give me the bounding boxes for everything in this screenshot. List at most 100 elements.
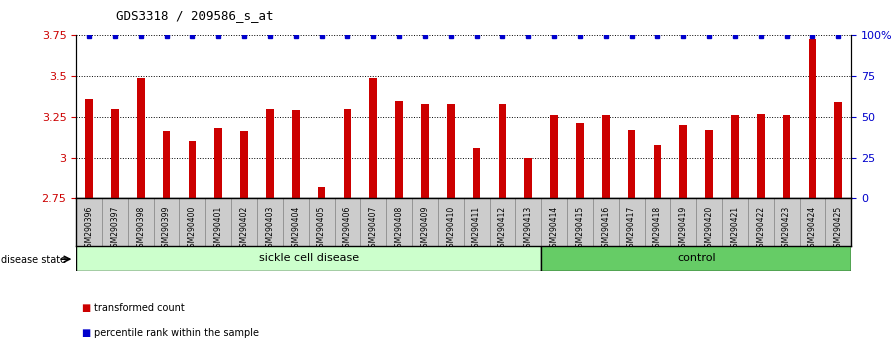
Bar [808,39,816,198]
Text: GSM290404: GSM290404 [291,205,300,252]
Bar [266,109,274,198]
Text: GSM290399: GSM290399 [162,205,171,252]
Bar [231,198,257,246]
Bar [369,78,377,198]
Bar [360,198,386,246]
Bar [179,198,205,246]
Bar [722,198,748,246]
Bar [128,198,154,246]
Bar [111,109,119,198]
Text: disease state: disease state [1,255,66,265]
Bar [318,187,325,198]
Bar [163,131,170,198]
Bar [834,102,842,198]
Bar [731,115,739,198]
Bar [567,198,593,246]
Bar [644,198,670,246]
Bar [593,198,618,246]
Bar [619,198,644,246]
Bar [773,198,799,246]
Text: GSM290401: GSM290401 [214,205,223,252]
Bar [498,104,506,198]
Text: GSM290419: GSM290419 [679,205,688,252]
Bar [395,101,403,198]
Bar [515,198,541,246]
Bar [214,128,222,198]
Bar [386,198,412,246]
Bar [696,198,722,246]
Bar [85,99,93,198]
Text: GSM290424: GSM290424 [808,205,817,252]
Text: sickle cell disease: sickle cell disease [259,253,358,263]
Text: GSM290409: GSM290409 [420,205,429,252]
Bar [334,198,360,246]
Bar [489,198,515,246]
Bar [799,198,825,246]
Text: GSM290423: GSM290423 [782,205,791,252]
Text: transformed count: transformed count [94,303,185,313]
Bar [137,78,144,198]
Text: GSM290402: GSM290402 [239,205,248,252]
Bar [602,115,609,198]
Bar [550,115,558,198]
Text: GSM290412: GSM290412 [498,205,507,252]
Bar [653,144,661,198]
Text: GSM290400: GSM290400 [188,205,197,252]
Text: GSM290416: GSM290416 [601,205,610,252]
Bar [473,148,480,198]
Text: GSM290403: GSM290403 [265,205,274,252]
Bar [102,198,128,246]
Bar [757,114,764,198]
Text: GDS3318 / 209586_s_at: GDS3318 / 209586_s_at [116,9,274,22]
Bar [825,198,851,246]
Text: GSM290414: GSM290414 [549,205,558,252]
Bar [705,130,713,198]
Text: GSM290407: GSM290407 [369,205,378,252]
Text: percentile rank within the sample: percentile rank within the sample [94,328,259,338]
Bar [464,198,489,246]
Bar [283,198,308,246]
Bar [783,115,790,198]
Bar [447,104,454,198]
Text: GSM290425: GSM290425 [834,205,843,252]
Bar [421,104,429,198]
Text: GSM290411: GSM290411 [472,205,481,252]
Text: GSM290396: GSM290396 [84,205,93,252]
Bar [576,123,584,198]
Text: GSM290413: GSM290413 [524,205,533,252]
Bar [541,198,567,246]
Text: GSM290405: GSM290405 [317,205,326,252]
Bar [628,130,635,198]
Text: GSM290410: GSM290410 [446,205,455,252]
Bar [438,198,464,246]
Bar [76,246,541,271]
Bar [541,246,851,271]
Text: ■: ■ [81,303,90,313]
Text: GSM290421: GSM290421 [730,205,739,252]
Text: GSM290406: GSM290406 [343,205,352,252]
Bar [308,198,334,246]
Text: GSM290417: GSM290417 [627,205,636,252]
Text: GSM290415: GSM290415 [575,205,584,252]
Bar [412,198,438,246]
Bar [205,198,231,246]
Bar [670,198,696,246]
Bar [257,198,283,246]
Text: control: control [676,253,716,263]
Text: GSM290397: GSM290397 [110,205,119,252]
Bar [188,141,196,198]
Text: GSM290420: GSM290420 [704,205,713,252]
Bar [154,198,179,246]
Bar [343,109,351,198]
Text: GSM290422: GSM290422 [756,205,765,252]
Bar [240,131,248,198]
Text: GSM290418: GSM290418 [653,205,662,252]
Bar [76,198,102,246]
Bar [524,158,532,198]
Text: GSM290408: GSM290408 [394,205,403,252]
Bar [292,110,299,198]
Bar [679,125,687,198]
Text: GSM290398: GSM290398 [136,205,145,252]
Bar [748,198,773,246]
Text: ■: ■ [81,328,90,338]
